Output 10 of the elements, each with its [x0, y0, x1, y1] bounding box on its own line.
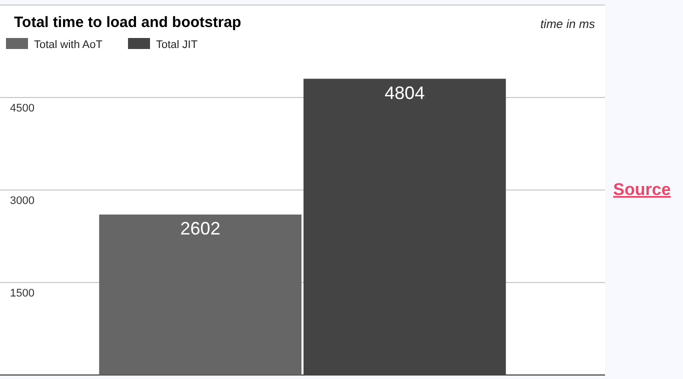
legend-label: Total JIT: [156, 39, 198, 51]
y-tick-label: 3000: [10, 195, 34, 207]
y-tick-label: 1500: [10, 288, 34, 300]
text: Source: [613, 180, 671, 199]
data-label: 2602: [180, 218, 220, 239]
data-label: 4804: [384, 82, 425, 103]
legend-label: Total with AoT: [34, 39, 103, 51]
text: Total time to load and bootstrap: [14, 14, 242, 31]
y-tick-label: 4500: [10, 102, 34, 114]
text: time in ms: [540, 17, 595, 31]
